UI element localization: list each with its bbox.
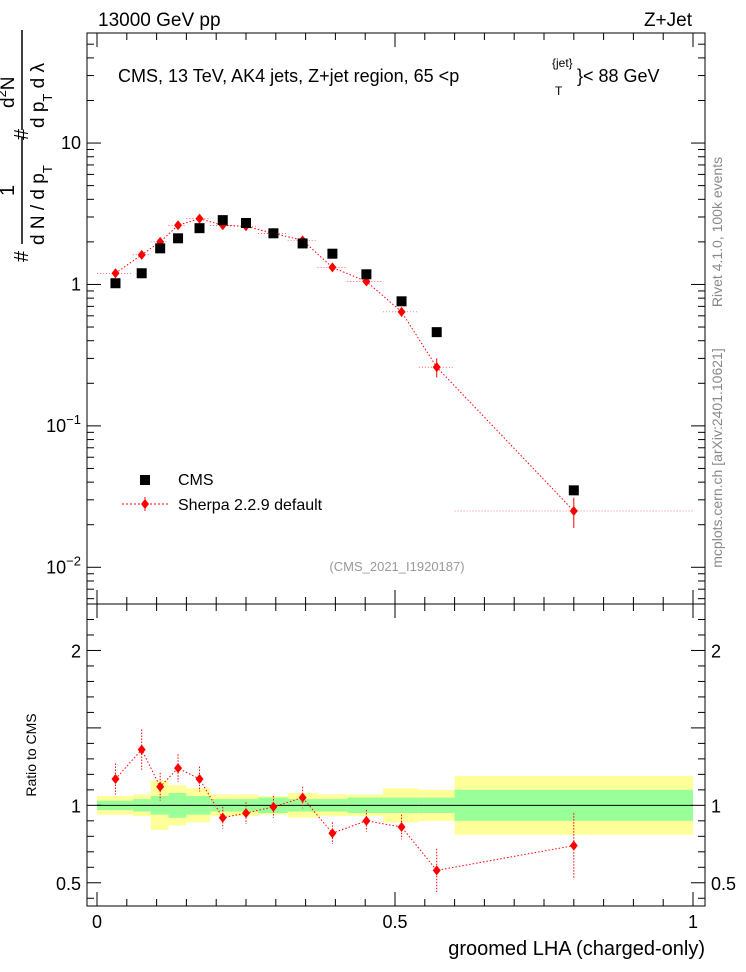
main-ylabel: # 1 d N / d pT # d2N d pT d λ: [0, 30, 55, 262]
sherpa-point: [328, 262, 337, 273]
ratio-sherpa-point: [156, 781, 165, 792]
analysis-watermark: (CMS_2021_I1920187): [329, 559, 464, 574]
legend-cms-label: CMS: [178, 472, 214, 489]
header-right: Z+Jet: [644, 10, 693, 31]
ratio-sherpa-line: [115, 748, 574, 871]
main-y-ticks: 10−2 10−1 1 10: [46, 32, 705, 600]
cms-point: [217, 215, 228, 226]
cms-point: [297, 238, 308, 249]
main-title-suffix: }< 88 GeV: [577, 66, 660, 86]
ylabel-denom: d N / d pT: [28, 165, 55, 245]
main-title: CMS, 13 TeV, AK4 jets, Z+jet region, 65 …: [118, 66, 459, 86]
legend-sherpa-label: Sherpa 2.2.9 default: [178, 497, 323, 514]
sherpa-point: [137, 249, 146, 260]
ratio-sherpa-point: [242, 808, 250, 819]
ratio-uncertainty-bands: [97, 775, 693, 835]
cms-point: [361, 269, 372, 280]
ratio-sherpa-point: [195, 774, 204, 785]
ratio-ticks: 0.5 0.5 1 1 2 2: [56, 618, 736, 899]
cms-point: [173, 233, 184, 244]
cms-point: [327, 248, 338, 259]
sherpa-point: [174, 220, 183, 231]
ratio-y-tick-label-right: 0.5: [711, 874, 736, 894]
cms-point: [396, 296, 407, 307]
ratio-y-tick-label-left: 2: [71, 641, 81, 661]
ratio-sherpa-point: [218, 812, 227, 823]
sherpa-point: [432, 362, 441, 373]
ratio-y-tick-label-left: 0.5: [56, 874, 81, 894]
y-tick-label: 1: [71, 274, 81, 294]
ylabel-den2: d pT d λ: [28, 63, 55, 128]
sherpa-point: [569, 506, 578, 517]
y-tick-label: 10: [61, 133, 81, 153]
ylabel-hash1: #: [11, 250, 33, 262]
legend-sherpa-marker: [141, 499, 149, 509]
ratio-sherpa-point: [269, 801, 278, 812]
main-panel-frame: [86, 32, 706, 605]
ratio-sherpa-point: [397, 822, 406, 833]
ratio-sherpa-point: [298, 792, 307, 803]
x-tick-label: 1: [688, 912, 698, 932]
mcplots-label: mcplots.cern.ch [arXiv:2401.10621]: [709, 348, 725, 567]
sherpa-point: [111, 268, 120, 279]
cms-point: [268, 228, 279, 239]
ratio-y-tick-label-right: 1: [711, 796, 721, 816]
legend: CMS Sherpa 2.2.9 default: [122, 472, 323, 514]
x-axis-label: groomed LHA (charged-only): [448, 938, 705, 960]
main-title-sup: {jet}: [552, 56, 573, 70]
x-tick-label: 0: [92, 912, 102, 932]
ratio-sherpa-point: [432, 865, 441, 876]
ylabel-num: d2N: [0, 76, 19, 108]
main-title-sub: T: [555, 84, 563, 98]
ratio-sherpa-point: [569, 840, 578, 851]
sherpa-line: [115, 218, 575, 512]
main-x-ticks: 0 0.5 1: [92, 33, 698, 932]
cms-series: [110, 215, 579, 496]
rivet-label: Rivet 4.1.0, 100k events: [709, 157, 725, 307]
y-tick-label: 10−2: [46, 553, 81, 577]
cms-point: [194, 223, 205, 234]
ratio-y-tick-label-left: 1: [71, 796, 81, 816]
cms-point: [155, 243, 166, 254]
x-tick-label: 0.5: [382, 912, 407, 932]
ratio-panel-frame: [86, 603, 706, 907]
ratio-sherpa-point: [362, 815, 371, 826]
ratio-sherpa-point: [111, 774, 120, 785]
ratio-sherpa-series: [111, 729, 578, 893]
cms-point: [110, 278, 121, 289]
sherpa-point: [195, 213, 204, 224]
ratio-y-tick-label-right: 2: [711, 641, 721, 661]
cms-point: [431, 327, 442, 338]
sherpa-point: [397, 306, 406, 317]
ratio-sherpa-point: [328, 828, 337, 839]
ratio-sherpa-point: [174, 763, 183, 774]
ratio-ylabel: Ratio to CMS: [23, 713, 39, 796]
cms-point: [136, 268, 147, 279]
ratio-sherpa-point: [137, 744, 146, 755]
cms-point: [568, 485, 579, 496]
y-tick-label: 10−1: [46, 412, 81, 436]
ylabel-hash2: #: [11, 128, 33, 140]
cms-point: [241, 218, 251, 229]
legend-cms-marker: [140, 475, 150, 485]
ylabel-one: 1: [0, 185, 19, 196]
header-left: 13000 GeV pp: [98, 10, 221, 31]
